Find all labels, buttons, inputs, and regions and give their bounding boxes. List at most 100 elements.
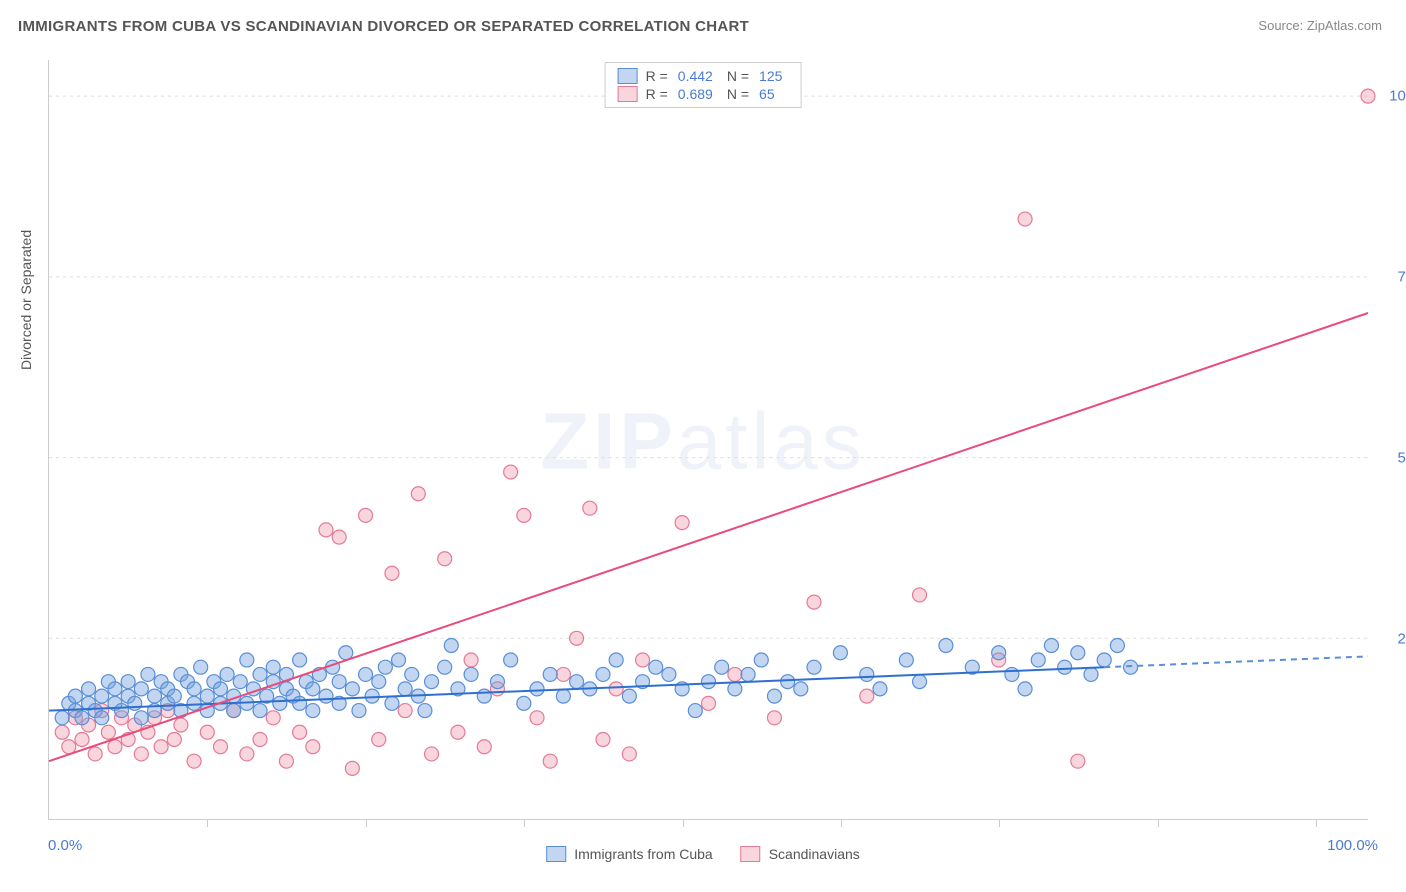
legend-label-cuba: Immigrants from Cuba — [574, 846, 712, 862]
data-point — [405, 667, 419, 681]
data-point — [227, 704, 241, 718]
data-point — [220, 667, 234, 681]
data-point — [504, 465, 518, 479]
data-point — [1018, 682, 1032, 696]
data-point — [187, 696, 201, 710]
x-axis-min-label: 0.0% — [48, 837, 82, 854]
source-attribution: Source: ZipAtlas.com — [1258, 18, 1382, 33]
data-point — [187, 754, 201, 768]
data-point — [319, 689, 333, 703]
data-point — [101, 725, 115, 739]
data-point — [688, 704, 702, 718]
legend-item-scandinavians: Scandinavians — [741, 846, 860, 862]
data-point — [662, 667, 676, 681]
legend-item-cuba: Immigrants from Cuba — [546, 846, 712, 862]
data-point — [517, 696, 531, 710]
data-point — [174, 718, 188, 732]
data-point — [702, 675, 716, 689]
data-point — [702, 696, 716, 710]
data-point — [141, 667, 155, 681]
r-value-1: 0.442 — [678, 68, 713, 84]
data-point — [372, 675, 386, 689]
data-point — [194, 660, 208, 674]
data-point — [1110, 639, 1124, 653]
r-value-2: 0.689 — [678, 86, 713, 102]
data-point — [148, 689, 162, 703]
data-point — [649, 660, 663, 674]
data-point — [359, 508, 373, 522]
data-point — [767, 711, 781, 725]
data-point — [1031, 653, 1045, 667]
data-point — [233, 675, 247, 689]
y-tick-label: 25.0% — [1380, 631, 1406, 648]
data-point — [464, 667, 478, 681]
data-point — [411, 487, 425, 501]
data-point — [860, 667, 874, 681]
x-tick — [841, 819, 842, 827]
data-point — [570, 675, 584, 689]
data-point — [62, 740, 76, 754]
data-point — [293, 725, 307, 739]
data-point — [319, 523, 333, 537]
data-point — [1361, 89, 1375, 103]
data-point — [1071, 646, 1085, 660]
legend-swatch-pink — [618, 86, 638, 102]
data-point — [108, 682, 122, 696]
data-point — [378, 660, 392, 674]
data-point — [306, 740, 320, 754]
data-point — [306, 704, 320, 718]
data-point — [543, 667, 557, 681]
y-tick-label: 100.0% — [1380, 88, 1406, 105]
data-point — [187, 682, 201, 696]
legend-swatch-blue — [618, 68, 638, 84]
data-point — [425, 675, 439, 689]
data-point — [517, 508, 531, 522]
x-tick — [1316, 819, 1317, 827]
data-point — [1124, 660, 1138, 674]
data-point — [134, 682, 148, 696]
data-point — [154, 740, 168, 754]
data-point — [134, 711, 148, 725]
data-point — [490, 675, 504, 689]
data-point — [807, 660, 821, 674]
data-point — [504, 653, 518, 667]
chart-plot-area: 25.0%50.0%75.0%100.0% — [48, 60, 1368, 820]
data-point — [556, 689, 570, 703]
data-point — [556, 667, 570, 681]
r-label: R = — [646, 86, 668, 102]
data-point — [754, 653, 768, 667]
data-point — [622, 747, 636, 761]
data-point — [543, 754, 557, 768]
data-point — [596, 667, 610, 681]
data-point — [240, 747, 254, 761]
data-point — [715, 660, 729, 674]
data-point — [636, 653, 650, 667]
data-point — [675, 516, 689, 530]
data-point — [833, 646, 847, 660]
x-tick — [683, 819, 684, 827]
data-point — [451, 725, 465, 739]
data-point — [306, 682, 320, 696]
data-point — [1018, 212, 1032, 226]
data-point — [425, 747, 439, 761]
n-label: N = — [727, 86, 749, 102]
data-point — [741, 667, 755, 681]
data-point — [253, 704, 267, 718]
x-tick — [207, 819, 208, 827]
data-point — [570, 631, 584, 645]
data-point — [200, 725, 214, 739]
data-point — [253, 667, 267, 681]
data-point — [293, 696, 307, 710]
source-link[interactable]: ZipAtlas.com — [1307, 18, 1382, 33]
data-point — [728, 682, 742, 696]
data-point — [95, 689, 109, 703]
data-point — [794, 682, 808, 696]
data-point — [200, 689, 214, 703]
data-point — [55, 711, 69, 725]
data-point — [899, 653, 913, 667]
data-point — [609, 682, 623, 696]
data-point — [167, 732, 181, 746]
data-point — [444, 639, 458, 653]
data-point — [121, 675, 135, 689]
data-point — [75, 732, 89, 746]
